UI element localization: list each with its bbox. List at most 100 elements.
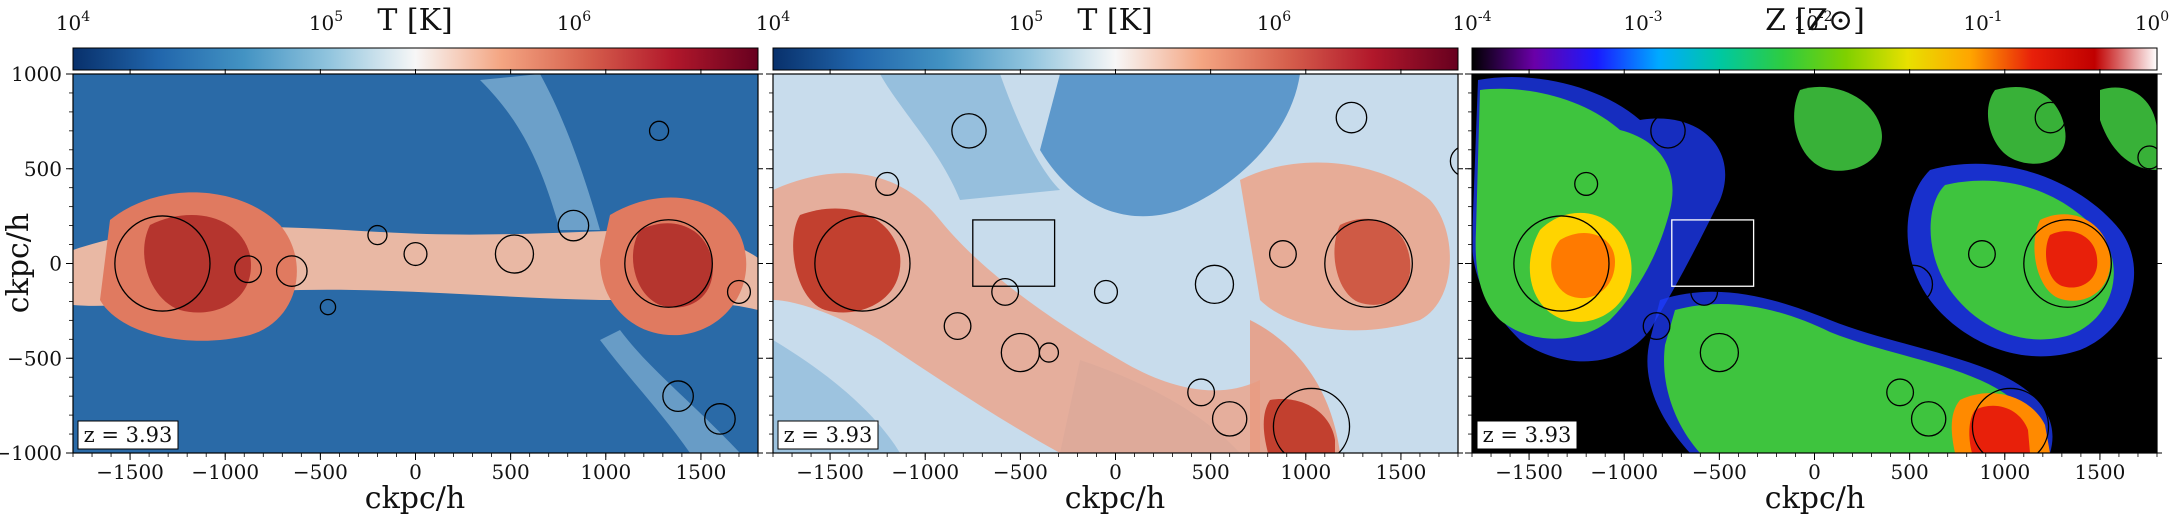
heatmap-3-region xyxy=(1969,405,2030,453)
heatmap-2-region xyxy=(880,74,1060,200)
heatmap-3-region xyxy=(1794,86,1882,171)
halo-circle xyxy=(1513,215,1610,312)
heatmap-3-region xyxy=(1551,233,1615,299)
halo-circle xyxy=(943,312,972,341)
y-tick-label: 1000 xyxy=(11,62,62,86)
halo-circle xyxy=(1690,277,1719,306)
heatmap-2-region xyxy=(1334,218,1411,305)
x-tick-label: −1000 xyxy=(891,460,959,484)
x-tick-label: 0 xyxy=(409,460,422,484)
halo-circle xyxy=(275,255,308,287)
heatmap-1-filament xyxy=(632,223,713,308)
halo-circle xyxy=(1268,240,1297,268)
colorbar-2-tick: 104 xyxy=(756,9,790,35)
halo-circle xyxy=(1910,401,1947,437)
halo-circle xyxy=(1093,279,1119,304)
redshift-box-1 xyxy=(77,420,179,450)
x-axis-label-1: ckpc/h xyxy=(365,481,465,516)
heatmap-2-region xyxy=(1263,399,1335,453)
x-tick-label: 500 xyxy=(1891,460,1929,484)
zoom-box-2 xyxy=(972,219,1056,287)
panel-temperature-2: T [K] 104 105 106 z = 3.93 −1500 −1000 −50… xyxy=(756,3,1463,516)
heatmap-3-region xyxy=(2100,87,2157,170)
redshift-label-2: z = 3.93 xyxy=(784,423,873,447)
halo-circle xyxy=(1038,342,1060,363)
y-axis-2 xyxy=(766,73,1463,454)
halo-circle xyxy=(1792,279,1818,304)
x-tick-label: −500 xyxy=(993,460,1048,484)
x-tick-label: 500 xyxy=(492,460,530,484)
x-tick-label: 1500 xyxy=(1375,460,1426,484)
heatmap-1-filament xyxy=(144,215,251,313)
colorbar-2-label: T [K] xyxy=(1077,3,1152,38)
halo-circle xyxy=(1886,378,1915,407)
halo-circle xyxy=(1967,240,1996,268)
halo-circle xyxy=(494,234,535,274)
colorbar-1 xyxy=(72,47,759,71)
halo-group-3 xyxy=(1513,101,2157,453)
halo-group-2 xyxy=(814,101,1458,453)
halo-circle xyxy=(367,224,388,246)
halo-circle xyxy=(1194,264,1235,305)
colorbar-1-tick: 106 xyxy=(557,9,591,35)
colorbar-1-tick: 104 xyxy=(56,9,90,35)
halo-circle xyxy=(2137,145,2157,170)
x-tick-label: −500 xyxy=(293,460,348,484)
y-tick-label: 500 xyxy=(24,157,62,181)
halo-circle xyxy=(1650,113,1686,149)
x-tick-label: 1500 xyxy=(2074,460,2125,484)
halo-circle xyxy=(726,279,752,304)
redshift-box-2 xyxy=(777,420,879,450)
halo-circle xyxy=(2034,101,2067,134)
heatmap-3-region xyxy=(2046,231,2098,288)
halo-circle xyxy=(319,298,337,316)
x-axis-label-2: ckpc/h xyxy=(1065,481,1165,516)
halo-circle xyxy=(1642,312,1671,341)
halo-circle xyxy=(1971,387,2050,453)
halo-circle xyxy=(648,120,670,142)
redshift-box-3 xyxy=(1476,420,1578,450)
halo-circle xyxy=(1335,101,1368,134)
heatmap-2-region xyxy=(1040,74,1300,217)
x-tick-label: 0 xyxy=(1109,460,1122,484)
x-tick-label: −1500 xyxy=(796,460,864,484)
x-tick-label: −1000 xyxy=(191,460,259,484)
y-axis-3 xyxy=(1465,73,2162,454)
zoom-box-3 xyxy=(1671,219,1755,287)
x-tick-label: 1500 xyxy=(675,460,726,484)
halo-circle xyxy=(403,241,428,267)
colorbar-3 xyxy=(1471,47,2158,71)
y-tick-label: −500 xyxy=(7,346,62,370)
halo-circle xyxy=(1699,332,1740,373)
x-tick-label: 1000 xyxy=(1280,460,1331,484)
heatmap-3-region xyxy=(1664,303,2033,453)
colorbar-3-label: Z [Z⊙] xyxy=(1765,3,1865,38)
halo-circle xyxy=(991,277,1020,306)
x-tick-label: −1500 xyxy=(1495,460,1563,484)
colorbar-2 xyxy=(772,47,1459,71)
redshift-label-1: z = 3.93 xyxy=(84,423,173,447)
colorbar-1-tick: 105 xyxy=(309,9,343,35)
heatmap-1-filament xyxy=(480,74,600,230)
panel-metallicity: Z [Z⊙] 10-4 10-3 10-2 10-1 100 xyxy=(1452,3,2169,516)
halo-circle xyxy=(1893,264,1934,305)
halo-circle xyxy=(662,380,694,413)
halo-circle xyxy=(1272,387,1351,453)
halo-circle xyxy=(951,113,987,149)
y-tick-label: 0 xyxy=(49,252,62,276)
x-axis-label-3: ckpc/h xyxy=(1765,481,1865,516)
y-axis-label-1: ckpc/h xyxy=(1,213,36,313)
halo-group-1 xyxy=(114,120,752,435)
halo-circle xyxy=(2023,219,2112,308)
halo-circle xyxy=(1211,401,1248,437)
x-axis-1: −1500 −1000 −500 0 500 1000 1500 xyxy=(72,69,759,484)
colorbar-3-tick: 10-3 xyxy=(1623,9,1662,35)
redshift-label-3: z = 3.93 xyxy=(1483,423,1572,447)
colorbar-3-tick: 100 xyxy=(2135,9,2169,35)
halo-circle xyxy=(234,255,263,284)
colorbar-2-tick: 106 xyxy=(1257,9,1291,35)
colorbar-2-tick: 105 xyxy=(1009,9,1043,35)
halo-circle xyxy=(704,403,736,435)
colorbar-3-tick: 10-1 xyxy=(1963,9,2002,35)
heatmap-3-region xyxy=(1987,86,2066,164)
